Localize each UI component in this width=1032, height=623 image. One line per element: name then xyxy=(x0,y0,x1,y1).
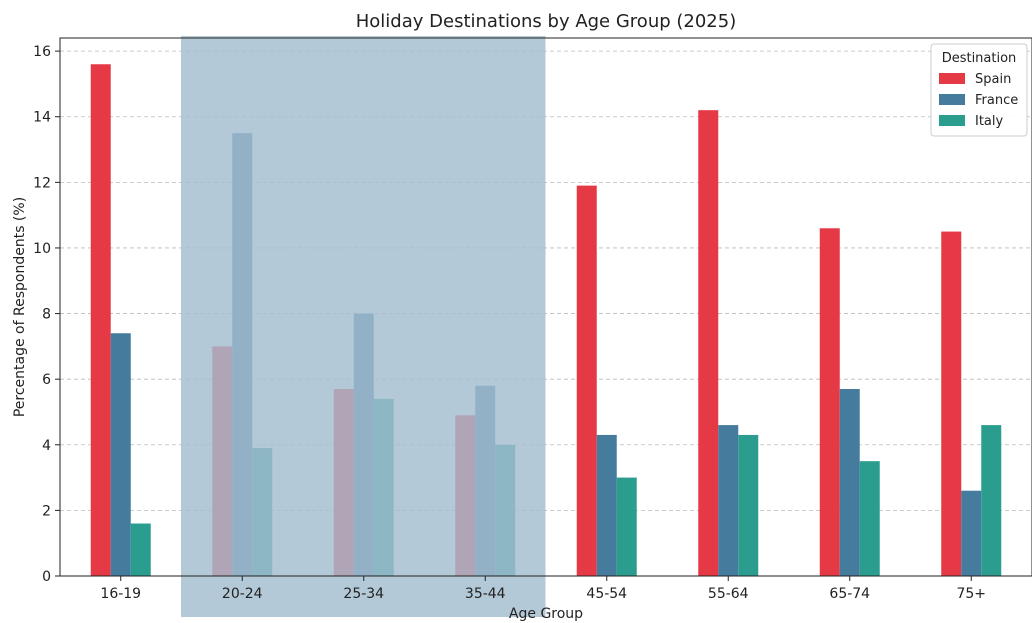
legend-label-italy: Italy xyxy=(975,114,1004,129)
bar-spain-75+ xyxy=(941,231,962,577)
plot-frame xyxy=(59,37,1032,577)
x-tick-label: 16-19 xyxy=(100,586,141,602)
chart-title: Holiday Destinations by Age Group (2025) xyxy=(356,11,736,32)
x-tick-label: 45-54 xyxy=(586,586,627,602)
y-tick-label: 4 xyxy=(42,438,51,454)
y-tick-label: 12 xyxy=(33,175,51,191)
bar-spain-55-64 xyxy=(698,110,719,577)
bar-france-45-54 xyxy=(596,434,617,576)
bar-italy-45-54 xyxy=(616,477,637,576)
x-axis: 16-19 20-24 25-34 35-44 45-54 55-64 65-74 75+ xyxy=(100,576,986,602)
bar-france-65-74 xyxy=(839,389,860,576)
bar-france-16-19 xyxy=(110,333,131,576)
x-axis-title: Age Group xyxy=(509,606,583,622)
bar-italy-55-64 xyxy=(738,434,759,576)
y-axis: 0 2 4 6 8 10 12 14 16 xyxy=(33,44,60,585)
x-tick-label: 25-34 xyxy=(343,586,384,602)
legend-swatch-france xyxy=(939,94,965,105)
x-tick-label: 35-44 xyxy=(465,586,506,602)
x-tick-label: 55-64 xyxy=(708,586,749,602)
y-tick-label: 6 xyxy=(42,372,51,388)
y-tick-label: 10 xyxy=(33,241,51,257)
legend-title: Destination xyxy=(942,51,1017,66)
legend-box xyxy=(930,43,1028,137)
x-tick-label: 65-74 xyxy=(829,586,870,602)
highlight-band xyxy=(181,36,546,617)
y-tick-label: 2 xyxy=(42,503,51,519)
bar-france-55-64 xyxy=(718,425,739,576)
legend: Destination Spain France Italy xyxy=(930,43,1028,137)
y-tick-label: 0 xyxy=(42,569,51,585)
y-tick-label: 14 xyxy=(33,110,51,126)
legend-swatch-italy xyxy=(939,115,965,126)
y-tick-label: 8 xyxy=(42,307,51,323)
bar-italy-65-74 xyxy=(859,461,880,576)
legend-label-france: France xyxy=(975,93,1018,108)
legend-label-spain: Spain xyxy=(975,72,1011,87)
x-tick-label: 20-24 xyxy=(222,586,263,602)
bar-spain-16-19 xyxy=(90,64,111,577)
bar-spain-45-54 xyxy=(576,185,597,576)
y-axis-title: Percentage of Respondents (%) xyxy=(12,197,28,417)
legend-swatch-spain xyxy=(939,73,965,84)
bar-italy-16-19 xyxy=(130,523,151,576)
bar-france-75+ xyxy=(961,490,982,576)
y-tick-label: 16 xyxy=(33,44,51,60)
bar-spain-65-74 xyxy=(819,228,840,576)
bar-italy-75+ xyxy=(981,425,1002,576)
x-tick-label: 75+ xyxy=(956,586,986,602)
